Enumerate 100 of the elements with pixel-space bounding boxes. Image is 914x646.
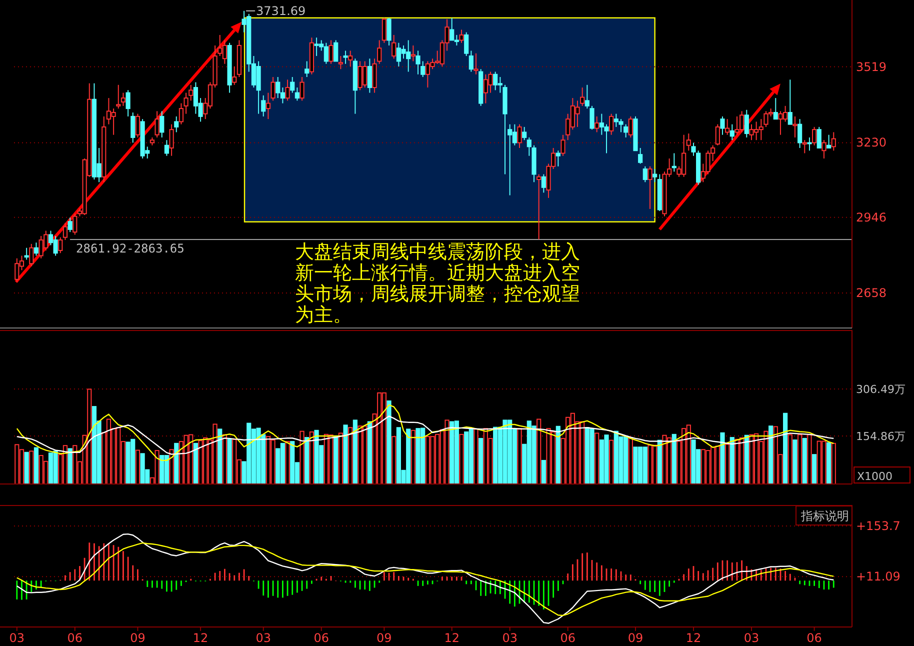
x-tick-label: 03 <box>256 631 272 645</box>
candlestick <box>826 134 832 148</box>
bar <box>174 442 179 484</box>
bar <box>672 434 676 484</box>
candlestick <box>174 116 179 133</box>
candlestick <box>517 124 522 148</box>
candlestick <box>130 112 136 144</box>
bar <box>556 426 560 484</box>
bar <box>628 437 633 484</box>
bar <box>657 440 662 484</box>
candlestick <box>154 110 160 138</box>
bar <box>135 450 140 484</box>
bar <box>29 450 34 484</box>
candlestick <box>831 132 836 152</box>
x-tick-label: 03 <box>744 631 760 645</box>
candlestick <box>62 222 68 240</box>
candlestick <box>338 55 343 70</box>
line-series <box>16 542 834 616</box>
candlestick <box>464 32 469 56</box>
candlestick <box>416 50 420 75</box>
bar <box>783 412 788 484</box>
bar <box>720 432 725 484</box>
y-tick-label: 3230 <box>856 136 887 150</box>
candlestick <box>556 150 560 167</box>
bar <box>24 452 29 484</box>
candlestick <box>410 44 416 62</box>
candlestick <box>328 40 334 64</box>
text: X1000 <box>857 470 893 483</box>
candlestick <box>392 34 396 60</box>
x-tick-label: 09 <box>130 631 146 645</box>
candlestick <box>164 140 170 156</box>
annotation: 3731.69 <box>256 4 306 18</box>
candlestick <box>34 242 39 256</box>
bar <box>169 449 174 484</box>
bar <box>725 444 730 484</box>
x-tick-label: 06 <box>67 631 83 645</box>
candlestick <box>377 40 382 64</box>
bar <box>309 431 314 484</box>
annotation: 指标说明 <box>800 509 849 523</box>
bar <box>807 434 812 484</box>
candlestick <box>642 166 648 183</box>
candlestick <box>386 17 392 46</box>
bar <box>768 426 774 484</box>
bar <box>802 438 807 484</box>
candlestick <box>720 116 725 136</box>
bar <box>34 447 39 484</box>
y-tick-label: 154.86万 <box>856 430 906 444</box>
candlestick <box>590 105 594 130</box>
candlestick <box>300 76 304 102</box>
x-tick-label: 06 <box>806 631 822 645</box>
candlestick <box>541 174 546 194</box>
bar <box>410 430 416 484</box>
bar <box>474 428 478 484</box>
x-tick-label: 09 <box>376 631 392 645</box>
candlestick <box>691 142 696 156</box>
bar <box>788 434 792 484</box>
candlestick <box>715 124 720 146</box>
candlestick <box>594 116 600 133</box>
candlestick <box>807 136 812 152</box>
bar <box>304 437 310 484</box>
candlestick <box>285 79 290 102</box>
bar <box>300 430 304 484</box>
candlestick <box>725 118 730 136</box>
bar <box>536 418 542 484</box>
y-tick-label: 2658 <box>856 286 887 300</box>
bar <box>227 438 232 484</box>
bar <box>831 442 836 484</box>
bar <box>609 440 614 484</box>
candlestick <box>58 236 63 254</box>
bar <box>222 434 228 484</box>
candlestick <box>270 76 276 102</box>
bar <box>594 432 600 484</box>
candlestick <box>135 113 140 138</box>
candlestick <box>580 87 585 106</box>
bar <box>392 436 396 484</box>
candlestick <box>730 124 734 141</box>
annotation: 2861.92-2863.65 <box>76 241 184 256</box>
candlestick <box>343 50 348 64</box>
candlestick <box>72 213 78 236</box>
candlestick <box>812 126 817 146</box>
candlestick <box>372 58 377 94</box>
bar <box>744 434 749 484</box>
candlestick <box>648 166 652 210</box>
candlestick <box>382 17 386 44</box>
candlestick <box>652 168 658 183</box>
bar <box>459 434 464 484</box>
candlestick <box>816 126 822 148</box>
bar <box>798 434 802 484</box>
bar <box>343 424 348 484</box>
line-series <box>16 416 834 455</box>
candlestick <box>638 147 643 164</box>
candlestick <box>822 140 826 159</box>
x-tick-label: 03 <box>502 631 518 645</box>
candlestick <box>686 133 691 152</box>
candlestick <box>126 90 130 117</box>
x-tick-label: 12 <box>444 631 460 645</box>
candlestick <box>798 118 802 148</box>
candlestick <box>266 92 271 120</box>
candlestick <box>624 124 628 138</box>
bar <box>812 454 817 484</box>
